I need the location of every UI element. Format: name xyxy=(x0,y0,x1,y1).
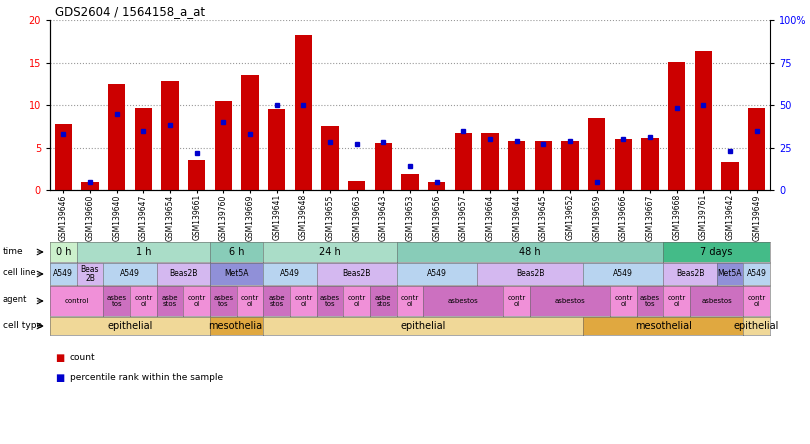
Text: 6 h: 6 h xyxy=(229,247,245,257)
Text: asbes
tos: asbes tos xyxy=(213,295,233,307)
Text: A549: A549 xyxy=(53,270,73,278)
Text: contr
ol: contr ol xyxy=(667,295,686,307)
Bar xyxy=(535,141,552,190)
Bar xyxy=(642,138,659,190)
Text: asbes
tos: asbes tos xyxy=(320,295,340,307)
Bar xyxy=(722,162,739,190)
Text: agent: agent xyxy=(2,295,27,304)
Bar xyxy=(81,182,99,190)
Text: ■: ■ xyxy=(55,353,64,363)
Bar xyxy=(295,36,312,190)
Bar xyxy=(108,84,126,190)
Text: epithelial: epithelial xyxy=(401,321,446,331)
Text: asbe
stos: asbe stos xyxy=(268,295,285,307)
Text: Beas2B: Beas2B xyxy=(343,270,371,278)
Text: 7 days: 7 days xyxy=(701,247,733,257)
Text: Beas2B: Beas2B xyxy=(169,270,198,278)
Text: contr
ol: contr ol xyxy=(614,295,633,307)
Bar xyxy=(215,101,232,190)
Text: mesothelial: mesothelial xyxy=(635,321,692,331)
Text: asbestos: asbestos xyxy=(448,298,479,304)
Text: A549: A549 xyxy=(427,270,446,278)
Bar xyxy=(561,141,578,190)
Bar xyxy=(134,107,152,190)
Text: cell type: cell type xyxy=(2,321,41,329)
Text: contr
ol: contr ol xyxy=(134,295,152,307)
Bar xyxy=(241,75,258,190)
Bar xyxy=(375,143,392,190)
Text: Beas2B: Beas2B xyxy=(516,270,544,278)
Text: 1 h: 1 h xyxy=(135,247,151,257)
Text: asbe
stos: asbe stos xyxy=(162,295,178,307)
Text: contr
ol: contr ol xyxy=(294,295,313,307)
Bar xyxy=(188,160,205,190)
Text: time: time xyxy=(2,246,23,255)
Text: Met5A: Met5A xyxy=(718,270,742,278)
Bar xyxy=(54,124,72,190)
Bar xyxy=(268,109,285,190)
Text: GDS2604 / 1564158_a_at: GDS2604 / 1564158_a_at xyxy=(55,5,205,18)
Text: Beas2B: Beas2B xyxy=(676,270,704,278)
Bar xyxy=(668,62,685,190)
Bar xyxy=(615,139,632,190)
Bar xyxy=(588,118,605,190)
Text: asbestos: asbestos xyxy=(555,298,586,304)
Text: 0 h: 0 h xyxy=(56,247,71,257)
Text: contr
ol: contr ol xyxy=(508,295,526,307)
Text: cell line: cell line xyxy=(2,269,35,278)
Text: A549: A549 xyxy=(120,270,140,278)
Text: A549: A549 xyxy=(747,270,766,278)
Bar xyxy=(348,181,365,190)
Bar xyxy=(748,108,765,190)
Text: asbes
tos: asbes tos xyxy=(107,295,126,307)
Bar xyxy=(401,174,419,190)
Text: control: control xyxy=(65,298,89,304)
Text: A549: A549 xyxy=(613,270,633,278)
Bar xyxy=(481,133,499,190)
Bar xyxy=(695,51,712,190)
Bar xyxy=(322,126,339,190)
Text: ■: ■ xyxy=(55,373,64,383)
Text: count: count xyxy=(70,353,96,362)
Text: epithelial: epithelial xyxy=(734,321,779,331)
Bar xyxy=(161,81,179,190)
Text: Met5A: Met5A xyxy=(224,270,249,278)
Text: A549: A549 xyxy=(280,270,300,278)
Text: contr
ol: contr ol xyxy=(188,295,206,307)
Text: asbestos: asbestos xyxy=(701,298,732,304)
Text: Beas
2B: Beas 2B xyxy=(81,265,100,283)
Text: 48 h: 48 h xyxy=(519,247,541,257)
Text: contr
ol: contr ol xyxy=(347,295,366,307)
Bar xyxy=(508,141,526,190)
Text: percentile rank within the sample: percentile rank within the sample xyxy=(70,373,223,382)
Text: epithelial: epithelial xyxy=(107,321,153,331)
Text: asbes
tos: asbes tos xyxy=(640,295,660,307)
Text: contr
ol: contr ol xyxy=(241,295,259,307)
Bar xyxy=(428,182,446,190)
Text: mesothelial: mesothelial xyxy=(208,321,265,331)
Text: asbe
stos: asbe stos xyxy=(375,295,391,307)
Bar xyxy=(454,133,472,190)
Text: 24 h: 24 h xyxy=(319,247,341,257)
Text: contr
ol: contr ol xyxy=(748,295,765,307)
Text: contr
ol: contr ol xyxy=(401,295,419,307)
